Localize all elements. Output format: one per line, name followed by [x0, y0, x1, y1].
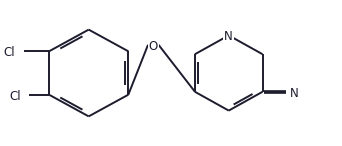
- Text: Cl: Cl: [3, 46, 15, 59]
- Text: N: N: [290, 87, 298, 100]
- Text: Cl: Cl: [9, 90, 21, 103]
- Text: N: N: [224, 30, 233, 43]
- Text: O: O: [148, 40, 158, 53]
